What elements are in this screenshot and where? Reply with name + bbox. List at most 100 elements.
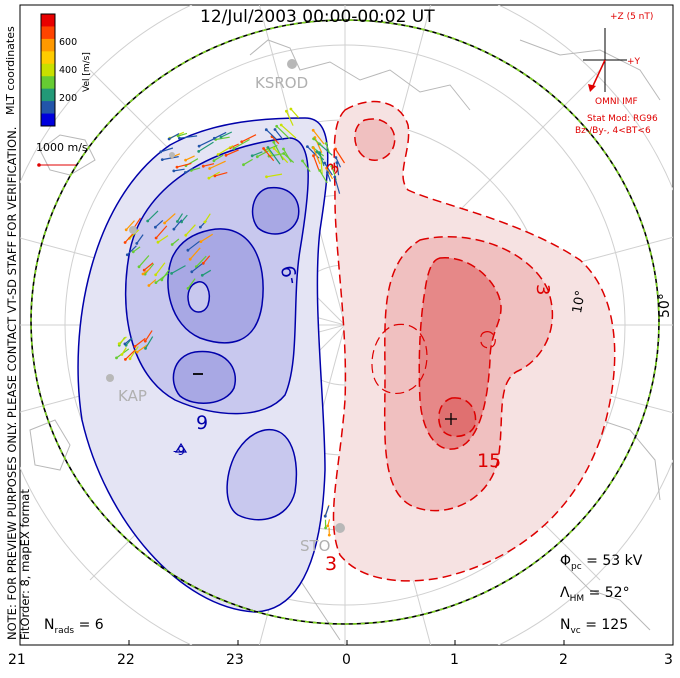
velocity-vector-origin xyxy=(159,150,162,153)
velocity-vector-origin xyxy=(267,146,270,149)
velocity-vector-origin xyxy=(282,152,285,155)
colorbar-segment xyxy=(41,26,55,39)
colorbar-tick-200: 200 xyxy=(59,93,77,104)
velocity-vector-origin xyxy=(170,272,173,275)
contour-label-neg-1: -9 xyxy=(278,264,303,286)
imf-source: OMNI IMF xyxy=(595,97,638,107)
stat-hmb-latitude: ΛHM = 52° xyxy=(560,585,630,604)
velocity-vector-origin xyxy=(274,128,277,131)
velocity-vector-origin xyxy=(273,147,276,150)
mlt-tick-2: 2 xyxy=(559,652,568,668)
velocity-vector-origin xyxy=(197,150,200,153)
velocity-vector-origin xyxy=(115,357,118,360)
velocity-vector-origin xyxy=(168,138,171,141)
velocity-vector-origin xyxy=(163,222,166,225)
imf-z-label: +Z (5 nT) xyxy=(610,12,653,22)
velocity-vector-origin xyxy=(312,146,315,149)
station-label-kap: KAP xyxy=(118,387,147,405)
station-label-ksrod: KSROD xyxy=(255,74,308,92)
velocity-vector-origin xyxy=(251,154,254,157)
mlt-tick-0: 0 xyxy=(342,652,351,668)
contour-label-pos-3: 3 xyxy=(325,553,337,575)
velocity-vector-origin xyxy=(335,156,338,159)
velocity-vector-origin xyxy=(118,342,121,345)
velocity-vector-origin xyxy=(144,347,147,350)
station-marker xyxy=(129,226,137,234)
velocity-vector-origin xyxy=(146,220,149,223)
colorbar-segment xyxy=(41,89,55,102)
contour-label-neg-2: 9 xyxy=(196,412,208,434)
velocity-vector-origin xyxy=(285,110,288,113)
velocity-vector-origin xyxy=(144,340,147,343)
velocity-vector-origin xyxy=(121,353,124,356)
mlt-tick-22: 22 xyxy=(117,652,135,668)
velocity-vector-origin xyxy=(208,177,211,180)
colorbar-segment xyxy=(41,14,55,27)
velocity-vector-origin xyxy=(306,145,309,148)
velocity-vector-origin xyxy=(333,176,336,179)
velocity-vector-origin xyxy=(272,141,275,144)
colorbar-segment xyxy=(41,64,55,77)
velocity-vector-origin xyxy=(132,250,135,253)
map-title: 12/Jul/2003 00:00-00:02 UT xyxy=(200,7,435,27)
velocity-vector-origin xyxy=(172,170,175,173)
velocity-vector-origin xyxy=(189,258,192,261)
colorbar-tick-600: 600 xyxy=(59,37,77,48)
velocity-vector-origin xyxy=(240,140,243,143)
velocity-vector-origin xyxy=(184,171,187,174)
mlt-tick-21: 21 xyxy=(8,652,26,668)
velocity-vector-origin xyxy=(187,249,190,252)
velocity-vector-origin xyxy=(256,155,259,158)
velocity-vector-origin xyxy=(184,234,187,237)
colorbar-tick-400: 400 xyxy=(59,65,77,76)
velocity-vector-origin xyxy=(155,237,158,240)
velocity-vector-origin xyxy=(214,175,217,178)
velocity-vector-origin xyxy=(124,241,127,244)
station-marker-sto xyxy=(335,523,345,533)
velocity-vector-origin xyxy=(275,125,278,128)
velocity-vector-origin xyxy=(301,160,304,163)
station-marker xyxy=(169,152,175,158)
velocity-vector-origin xyxy=(136,351,139,354)
velocity-vector-origin xyxy=(176,220,179,223)
stat-condition: Bz-/By-, 4<BT<6 xyxy=(575,126,651,136)
velocity-colorbar xyxy=(41,14,55,127)
contour-label-pos-1: 3 xyxy=(532,284,553,295)
velocity-vector-origin xyxy=(190,270,193,273)
velocity-vector-origin xyxy=(242,163,245,166)
colorbar-segment xyxy=(41,76,55,89)
coords-label: MLT coordinates xyxy=(4,26,17,115)
stat-vector-count: Nvc = 125 xyxy=(560,617,628,636)
velocity-vector-origin xyxy=(213,159,216,162)
colorbar-segment xyxy=(41,101,55,114)
velocity-vector-origin xyxy=(201,274,204,277)
vector-scale-label: 1000 m/s xyxy=(36,141,88,154)
velocity-vector-origin xyxy=(154,226,157,229)
stat-model: Stat Mod: RG96 xyxy=(587,114,658,124)
velocity-vector-origin xyxy=(184,159,187,162)
velocity-vector-origin xyxy=(171,243,174,246)
velocity-vector-origin xyxy=(176,166,179,169)
colorbar-segment xyxy=(41,51,55,64)
mlt-tick-1: 1 xyxy=(450,652,459,668)
velocity-vector-origin xyxy=(135,242,138,245)
velocity-vector-origin xyxy=(124,343,127,346)
velocity-vector-origin xyxy=(142,273,145,276)
velocity-vector-origin xyxy=(262,147,265,150)
preview-note: NOTE: FOR PREVIEW PURPOSES ONLY. PLEASE … xyxy=(5,127,19,640)
velocity-vector-origin xyxy=(326,171,329,174)
velocity-vector-origin xyxy=(143,269,146,272)
mlt-tick-23: 23 xyxy=(226,652,244,668)
velocity-vector-origin xyxy=(290,108,293,111)
velocity-vector-origin xyxy=(326,525,329,528)
velocity-vector-origin xyxy=(324,515,327,518)
velocity-vector-origin xyxy=(324,527,327,530)
velocity-vector-origin xyxy=(129,357,132,360)
velocity-vector-origin xyxy=(155,281,158,284)
velocity-vector-origin xyxy=(208,167,211,170)
velocity-vector-origin xyxy=(154,273,157,276)
velocity-vector-origin xyxy=(318,151,321,154)
velocity-vector-origin xyxy=(124,358,127,361)
